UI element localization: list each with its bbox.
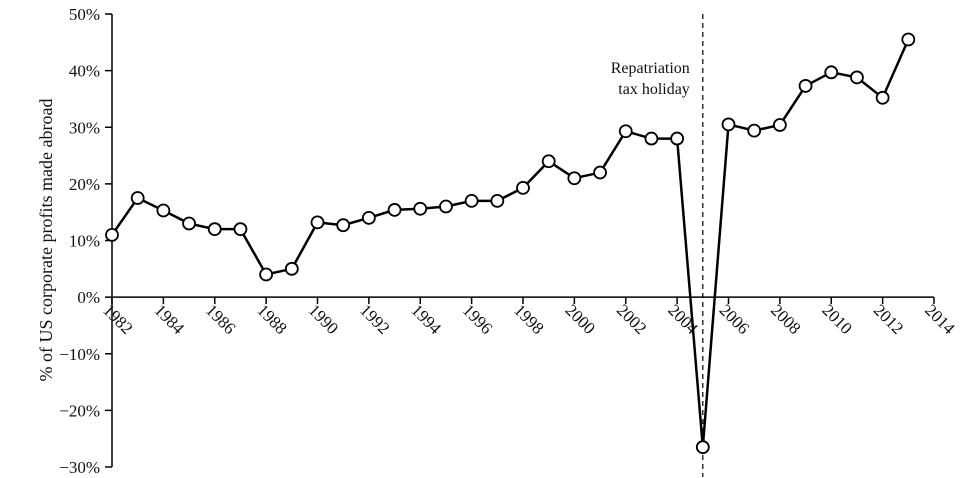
data-point	[875, 90, 890, 105]
x-tick-label: 2000	[562, 301, 599, 338]
data-point	[695, 440, 710, 455]
data-point	[541, 154, 556, 169]
x-tick-label: 1998	[510, 301, 547, 338]
data-point	[130, 191, 145, 205]
data-point	[336, 218, 351, 233]
y-tick-label: 20%	[69, 175, 100, 194]
data-point	[670, 131, 685, 146]
data-point	[798, 79, 813, 93]
y-tick-label: −30%	[59, 458, 100, 477]
data-line	[110, 38, 910, 448]
data-point	[259, 267, 274, 282]
data-point	[182, 216, 196, 231]
data-point	[644, 131, 659, 146]
data-point	[721, 117, 736, 132]
data-point	[361, 210, 376, 225]
data-point	[824, 65, 839, 80]
data-point	[850, 70, 864, 85]
x-tick-label: 1982	[99, 301, 136, 338]
data-point	[567, 171, 582, 186]
x-tick-label: 2010	[818, 301, 855, 338]
x-tick-label: 2004	[664, 301, 702, 339]
x-tick-label: 1984	[151, 301, 189, 339]
x-tick-label: 2012	[870, 301, 907, 338]
x-tick-label: 2014	[921, 301, 959, 339]
data-point	[464, 193, 479, 208]
x-tick-label: 1986	[202, 301, 239, 338]
x-tick-label: 1994	[407, 301, 445, 339]
data-point	[105, 227, 119, 242]
data-point	[516, 180, 530, 195]
data-point	[207, 222, 222, 237]
y-tick-label: 50%	[69, 5, 100, 24]
y-tick-label: −20%	[59, 401, 100, 420]
data-point	[284, 261, 299, 276]
x-tick-label: 1988	[253, 301, 290, 338]
y-tick-label: 0%	[77, 288, 100, 307]
y-axis-label: % of US corporate profits made abroad	[36, 99, 56, 382]
data-point	[593, 165, 607, 180]
data-point	[490, 193, 505, 208]
y-tick-label: −10%	[59, 345, 100, 364]
data-point	[747, 123, 762, 138]
data-point	[387, 203, 402, 217]
x-tick-label: 1990	[305, 301, 342, 338]
y-tick-label: 10%	[69, 232, 100, 251]
annotation-text: Repatriation	[611, 60, 690, 77]
x-tick-label: 1992	[356, 301, 393, 338]
y-tick-label: 30%	[69, 118, 100, 137]
x-tick-label: 2002	[613, 301, 650, 338]
data-point	[439, 199, 453, 214]
x-tick-label: 1996	[459, 301, 496, 338]
data-point	[310, 215, 325, 230]
data-point	[772, 118, 787, 132]
annotation-text: tax holiday	[618, 81, 690, 98]
data-point	[156, 203, 171, 218]
data-point	[233, 222, 248, 237]
y-tick-label: 40%	[69, 62, 100, 81]
data-point	[901, 32, 916, 47]
data-point	[618, 124, 633, 139]
data-point	[413, 201, 428, 216]
x-tick-label: 2006	[716, 301, 753, 338]
x-tick-label: 2008	[767, 301, 804, 338]
